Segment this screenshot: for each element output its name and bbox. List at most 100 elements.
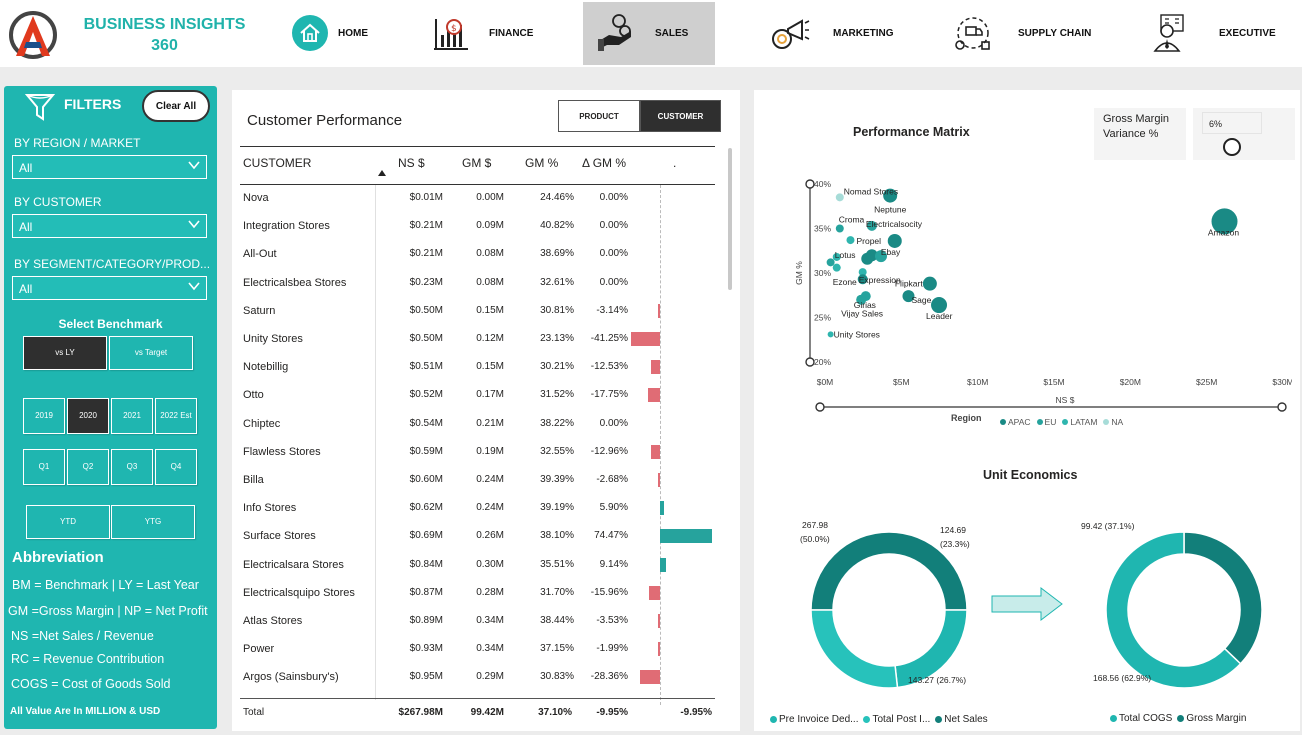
year-2020-button[interactable]: 2020	[67, 398, 109, 434]
region-legend-title: Region	[951, 413, 982, 423]
abbreviation-line: COGS = Cost of Goods Sold	[11, 677, 170, 691]
customer-name-cell: Unity Stores	[243, 333, 303, 345]
table-row[interactable]: Saturn $0.50M 0.15M 30.81% -3.14%	[240, 298, 715, 326]
nav-sales[interactable]: SALES	[583, 2, 715, 65]
table-row[interactable]: Info Stores $0.62M 0.24M 39.19% 5.90%	[240, 495, 715, 523]
quarter-q3-button[interactable]: Q3	[111, 449, 153, 485]
year-2021-button[interactable]: 2021	[111, 398, 153, 434]
x-axis-slider-handle	[1278, 403, 1286, 411]
table-row[interactable]: Notebillig $0.51M 0.15M 30.21% -12.53%	[240, 354, 715, 382]
variance-value-input[interactable]: 6%	[1202, 112, 1262, 134]
nav-marketing[interactable]: MARKETING	[765, 2, 915, 65]
gm-cell: 0.17M	[462, 389, 504, 400]
nav-home[interactable]: HOME	[285, 2, 395, 65]
clear-all-button[interactable]: Clear All	[142, 90, 210, 122]
year-2019-button[interactable]: 2019	[23, 398, 65, 434]
gm-cell: 0.24M	[462, 474, 504, 485]
period-ytd-button[interactable]: YTD	[26, 505, 110, 539]
finance-chart-icon: $	[430, 12, 470, 54]
variance-slider-handle[interactable]	[1223, 138, 1241, 156]
scatter-point-label: Unity Stores	[834, 329, 880, 339]
x-tick-label: $20M	[1120, 377, 1141, 387]
legend-label: Gross Margin	[1186, 713, 1246, 724]
benchmark-vs-target-button[interactable]: vs Target	[109, 336, 193, 370]
gm-cell: 0.08M	[462, 248, 504, 259]
total-ns: $267.98M	[371, 707, 443, 718]
scatter-point-label: Sage	[911, 295, 931, 305]
table-scrollbar[interactable]	[728, 148, 732, 290]
table-row[interactable]: Unity Stores $0.50M 0.12M 23.13% -41.25%	[240, 326, 715, 354]
donut-slice[interactable]	[811, 610, 897, 688]
table-row[interactable]: Otto $0.52M 0.17M 31.52% -17.75%	[240, 382, 715, 410]
column-header-customer[interactable]: CUSTOMER	[243, 156, 311, 170]
ns-cell: $0.93M	[379, 643, 443, 654]
quarter-q2-button[interactable]: Q2	[67, 449, 109, 485]
table-row[interactable]: Integration Stores $0.21M 0.09M 40.82% 0.00%	[240, 213, 715, 241]
table-row[interactable]: Electricalsquipo Stores $0.87M 0.28M 31.70%…	[240, 580, 715, 608]
customer-select[interactable]: All	[12, 214, 207, 238]
arrow-right-icon	[991, 587, 1063, 621]
delta-gm-cell: 0.00%	[578, 277, 628, 288]
column-header-gm[interactable]: GM $	[462, 156, 491, 170]
legend-marker	[1037, 419, 1043, 425]
table-row[interactable]: Chiptec $0.54M 0.21M 38.22% 0.00%	[240, 411, 715, 439]
ns-cell: $0.23M	[379, 277, 443, 288]
table-row[interactable]: Surface Stores $0.69M 0.26M 38.10% 74.47%	[240, 523, 715, 551]
filters-title: FILTERS	[64, 96, 121, 112]
benchmark-vs-ly-button[interactable]: vs LY	[23, 336, 107, 370]
legend-item[interactable]: NA	[1103, 417, 1123, 427]
table-row[interactable]: All-Out $0.21M 0.08M 38.69% 0.00%	[240, 241, 715, 269]
quarter-q1-button[interactable]: Q1	[23, 449, 65, 485]
quarter-q4-button[interactable]: Q4	[155, 449, 197, 485]
column-header-delta-gm[interactable]: Δ GM %	[582, 156, 626, 170]
year-2022-est-button[interactable]: 2022 Est	[155, 398, 197, 434]
column-header-gm-pct[interactable]: GM %	[525, 156, 558, 170]
table-row[interactable]: Argos (Sainsbury's) $0.95M 0.29M 30.83% -28.…	[240, 664, 715, 692]
scatter-point-label: Nomad Stores	[844, 186, 898, 196]
legend-item[interactable]: Pre Invoice Ded...	[770, 714, 858, 725]
table-row[interactable]: Power $0.93M 0.34M 37.15% -1.99%	[240, 636, 715, 664]
region-legend: APAC EU LATAM NA	[1000, 412, 1129, 424]
ns-cell: $0.89M	[379, 615, 443, 626]
table-row[interactable]: Electricalsara Stores $0.84M 0.30M 35.51% 9.…	[240, 552, 715, 580]
customer-name-cell: Electricalsbea Stores	[243, 277, 346, 289]
period-ytg-button[interactable]: YTG	[111, 505, 195, 539]
column-header-bar[interactable]: .	[673, 156, 676, 170]
region-filter-label: BY REGION / MARKET	[14, 136, 140, 150]
column-header-ns[interactable]: NS $	[398, 156, 425, 170]
customer-performance-panel: Customer Performance PRODUCT CUSTOMER CU…	[232, 90, 740, 731]
gm-pct-cell: 40.82%	[522, 220, 574, 231]
delta-gm-cell: 74.47%	[578, 530, 628, 541]
table-row[interactable]: Billa $0.60M 0.24M 39.39% -2.68%	[240, 467, 715, 495]
toggle-product-button[interactable]: PRODUCT	[558, 100, 640, 132]
table-row[interactable]: Nova $0.01M 0.00M 24.46% 0.00%	[240, 185, 715, 213]
ns-cell: $0.54M	[379, 418, 443, 429]
legend-item[interactable]: APAC	[1000, 417, 1031, 427]
segment-select[interactable]: All	[12, 276, 207, 300]
sort-ascending-icon	[378, 170, 386, 176]
legend-label: Net Sales	[944, 714, 987, 725]
table-row[interactable]: Flawless Stores $0.59M 0.19M 32.55% -12.96%	[240, 439, 715, 467]
region-select[interactable]: All	[12, 155, 207, 179]
nav-executive[interactable]: EXECUTIVE	[1148, 2, 1288, 65]
legend-item[interactable]: EU	[1037, 417, 1057, 427]
donut-slice[interactable]	[1184, 532, 1262, 664]
gm-pct-cell: 37.15%	[522, 643, 574, 654]
legend-item[interactable]: Gross Margin	[1177, 713, 1246, 724]
toggle-customer-button[interactable]: CUSTOMER	[640, 100, 721, 132]
legend-item[interactable]: Total COGS	[1110, 713, 1172, 724]
table-row[interactable]: Atlas Stores $0.89M 0.34M 38.44% -3.53%	[240, 608, 715, 636]
legend-item[interactable]: LATAM	[1062, 417, 1097, 427]
variance-label-box: Gross Margin Variance %	[1094, 108, 1186, 160]
gm-cell: 0.00M	[462, 192, 504, 203]
legend-item[interactable]: Total Post I...	[863, 714, 930, 725]
customer-filter-label: BY CUSTOMER	[14, 195, 102, 209]
nav-supply-chain[interactable]: SUPPLY CHAIN	[950, 2, 1110, 65]
legend-item[interactable]: Net Sales	[935, 714, 987, 725]
abbreviation-footer: All Value Are In MILLION & USD	[10, 706, 160, 717]
variance-slicer[interactable]: 6%	[1193, 108, 1295, 160]
ns-cell: $0.21M	[379, 220, 443, 231]
gm-pct-cell: 35.51%	[522, 559, 574, 570]
nav-finance[interactable]: $ FINANCE	[425, 2, 555, 65]
table-row[interactable]: Electricalsbea Stores $0.23M 0.08M 32.61% 0.…	[240, 270, 715, 298]
